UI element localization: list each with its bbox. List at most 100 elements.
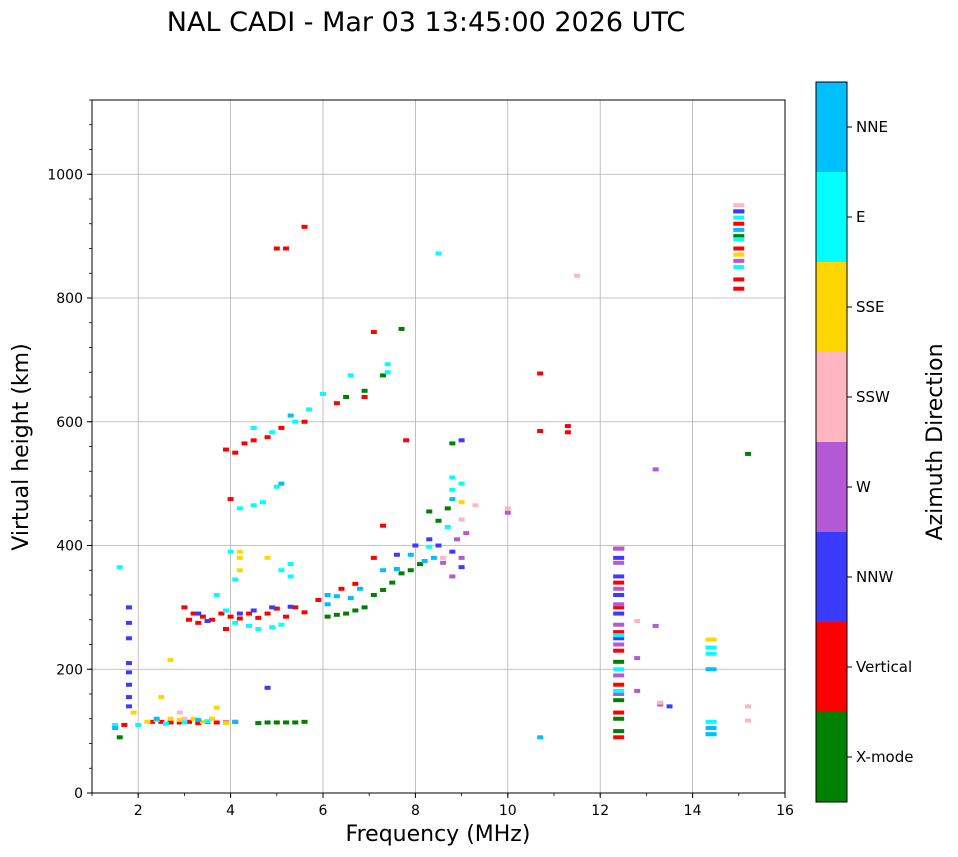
- data-point-nnw: [236, 611, 243, 616]
- data-point-e: [181, 720, 188, 725]
- data-point-e: [255, 627, 262, 632]
- data-point-vertical: [176, 720, 183, 725]
- data-point-sse: [167, 716, 174, 721]
- data-point-sse: [144, 719, 151, 724]
- data-point-vertical: [301, 224, 308, 229]
- data-point-e: [384, 370, 391, 375]
- data-point-vertical: [241, 441, 248, 446]
- data-point-sse: [213, 705, 220, 710]
- data-point-e: [287, 574, 294, 579]
- x-axis-label: Frequency (MHz): [346, 822, 531, 847]
- data-point-vertical: [370, 330, 377, 335]
- data-point-vertical: [149, 719, 156, 724]
- data-point-w: [453, 537, 460, 542]
- data-point-e: [306, 407, 313, 412]
- data-point-w: [634, 656, 641, 661]
- data-point-sse: [236, 555, 243, 560]
- data-point-vertical: [273, 606, 280, 611]
- data-point-x-mode: [292, 720, 299, 725]
- data-point-vertical: [733, 286, 745, 291]
- data-point-e: [116, 565, 123, 570]
- data-point-e: [347, 373, 354, 378]
- data-point-vertical: [213, 720, 220, 725]
- data-point-vertical: [361, 395, 368, 399]
- series-e: [112, 215, 745, 737]
- data-point-nne: [705, 667, 717, 672]
- data-point-e: [269, 625, 276, 630]
- data-point-e: [444, 524, 451, 529]
- data-point-e: [112, 722, 119, 727]
- data-point-nne: [733, 227, 745, 232]
- data-point-e: [384, 362, 391, 367]
- data-point-e: [232, 577, 239, 582]
- data-point-nne: [333, 594, 340, 599]
- data-point-vertical: [380, 523, 387, 528]
- data-point-e: [449, 487, 456, 492]
- data-point-ssw: [176, 710, 183, 715]
- data-point-e: [278, 622, 285, 627]
- data-point-x-mode: [343, 611, 350, 616]
- data-point-e: [278, 568, 285, 573]
- data-point-vertical: [403, 438, 410, 443]
- data-point-vertical: [186, 617, 193, 622]
- data-point-vertical: [613, 648, 625, 653]
- data-point-nnw: [125, 605, 132, 610]
- y-tick-label: 0: [74, 786, 83, 802]
- data-point-nne: [112, 726, 119, 731]
- data-point-w: [733, 258, 745, 263]
- data-point-x-mode: [733, 234, 745, 239]
- data-point-x-mode: [380, 373, 387, 378]
- data-point-sse: [264, 555, 271, 560]
- data-point-vertical: [209, 617, 216, 622]
- data-point-e: [287, 562, 294, 567]
- data-point-ssw: [504, 506, 511, 511]
- data-point-nnw: [613, 611, 625, 616]
- series-sse: [130, 252, 745, 726]
- data-point-x-mode: [361, 388, 368, 393]
- y-axis-label: Virtual height (km): [9, 343, 34, 550]
- colorbar-swatch-sse: [816, 262, 847, 352]
- data-point-nnw: [269, 605, 276, 610]
- data-point-nnw: [733, 209, 745, 214]
- data-point-x-mode: [301, 719, 308, 724]
- x-tick-label: 10: [499, 803, 517, 819]
- data-point-e: [222, 608, 229, 613]
- data-point-nnw: [287, 604, 294, 609]
- data-point-vertical: [733, 277, 745, 282]
- colorbar-frame: [815, 81, 848, 803]
- data-point-vertical: [255, 615, 262, 620]
- data-point-vertical: [232, 450, 239, 455]
- data-point-nnw: [125, 682, 132, 687]
- data-point-x-mode: [264, 720, 271, 725]
- data-point-vertical: [301, 610, 308, 615]
- data-point-w: [613, 560, 625, 565]
- data-point-nnw: [125, 661, 132, 666]
- data-point-w: [634, 688, 641, 693]
- data-point-vertical: [370, 555, 377, 560]
- data-point-ssw: [745, 718, 752, 723]
- data-point-nnw: [204, 618, 211, 623]
- data-point-nne: [449, 497, 456, 502]
- data-point-vertical: [613, 735, 625, 740]
- data-point-nnw: [393, 552, 400, 557]
- x-tick-label: 8: [411, 803, 420, 819]
- data-point-nnw: [125, 620, 132, 625]
- data-point-nnw: [125, 670, 132, 675]
- data-point-nne: [153, 716, 160, 721]
- data-point-x-mode: [613, 659, 625, 664]
- data-point-nne: [705, 726, 717, 731]
- data-point-w: [613, 622, 625, 627]
- data-point-ssw: [181, 716, 188, 721]
- data-point-sse: [222, 721, 229, 726]
- data-point-e: [705, 651, 717, 656]
- colorbar-swatch-e: [816, 172, 847, 262]
- data-point-vertical: [264, 611, 271, 616]
- series-ssw: [176, 203, 752, 723]
- data-point-vertical: [613, 630, 625, 635]
- x-tick-label: 16: [776, 803, 794, 819]
- data-point-nnw: [426, 537, 433, 542]
- data-point-vertical: [181, 605, 188, 610]
- data-point-ssw: [440, 555, 447, 560]
- data-point-ssw: [458, 517, 465, 522]
- data-point-x-mode: [426, 509, 433, 514]
